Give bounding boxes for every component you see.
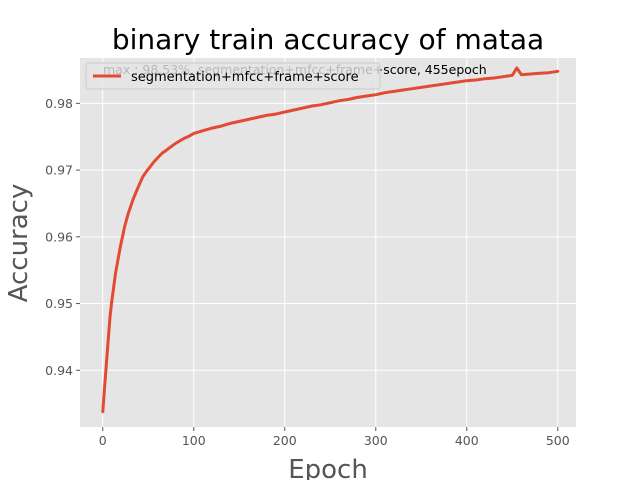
- series-lines: [101, 66, 560, 414]
- x-tick-label: 400: [455, 433, 479, 448]
- x-tick-label: 100: [182, 433, 206, 448]
- y-tick-label: 0.98: [45, 96, 73, 111]
- series-line-0: [101, 66, 560, 414]
- y-axis-label: Accuracy: [4, 184, 34, 303]
- x-axis-label: Epoch: [288, 455, 368, 480]
- chart-title: binary train accuracy of mataa: [112, 23, 544, 56]
- x-tick-label: 300: [364, 433, 388, 448]
- plot-background: [80, 58, 576, 427]
- grid-lines: [80, 58, 576, 427]
- y-tick-label: 0.95: [45, 296, 73, 311]
- tick-labels: 0 100 200 300 400 500 0.94 0.95 0.96 0.97 0.98: [45, 96, 570, 448]
- x-tick-label: 500: [546, 433, 570, 448]
- x-tick-label: 0: [99, 433, 107, 448]
- y-tick-label: 0.96: [45, 229, 73, 244]
- legend-label: segmentation+mfcc+frame+score: [131, 70, 359, 85]
- y-tick-label: 0.97: [45, 163, 73, 178]
- x-tick-label: 200: [273, 433, 297, 448]
- legend-box: [85, 62, 381, 90]
- legend: segmentation+mfcc+frame+score: [85, 62, 381, 90]
- y-tick-label: 0.94: [45, 363, 73, 378]
